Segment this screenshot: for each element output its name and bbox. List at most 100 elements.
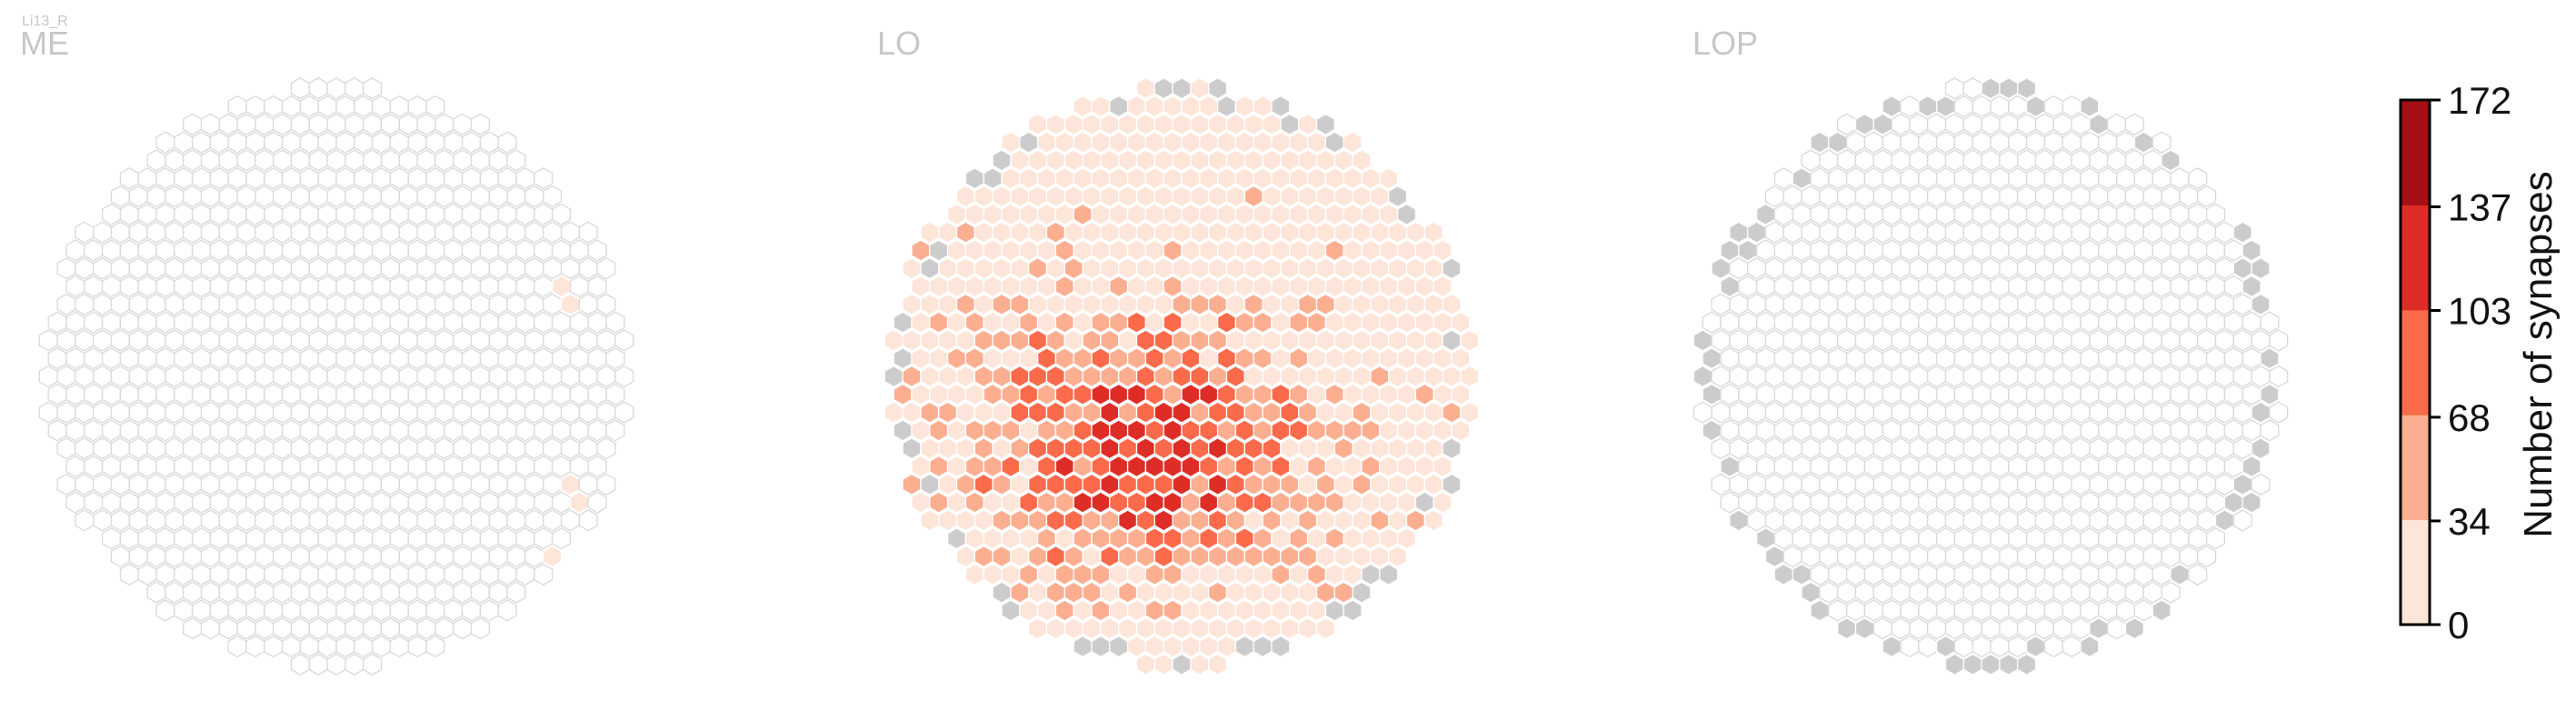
hex-column (2107, 545, 2127, 568)
hex-column (2223, 383, 2243, 406)
hex-column (453, 149, 473, 172)
hex-column (1999, 617, 2019, 640)
hex-column (1755, 203, 1776, 225)
hex-column (1289, 383, 1309, 406)
hex-column (2025, 527, 2046, 550)
hex-column (1262, 221, 1282, 244)
hex-column (497, 275, 517, 298)
hex-column (1190, 77, 1210, 100)
hex-column (1379, 527, 1399, 550)
hex-column (264, 239, 284, 262)
hex-column (1361, 383, 1381, 406)
hex-column (1872, 185, 1892, 208)
hex-column (1208, 293, 1228, 315)
hex-column (938, 401, 958, 424)
hex-column (299, 311, 319, 334)
hex-column (380, 581, 400, 604)
hex-column (128, 329, 148, 352)
hex-column (1764, 365, 1784, 388)
hex-column (1405, 401, 1425, 424)
hex-column (1370, 221, 1390, 244)
hex-column (1999, 365, 2019, 388)
hex-column (371, 275, 392, 298)
hex-column (119, 527, 139, 550)
hex-column (1692, 365, 1712, 388)
hex-column (1747, 293, 1767, 315)
hex-column (1953, 635, 1973, 658)
hex-column (543, 509, 563, 532)
hex-column (1045, 509, 1065, 532)
hex-column (1990, 635, 2010, 658)
hex-column (1216, 635, 1237, 658)
hex-column (1082, 473, 1102, 496)
hex-column (1135, 653, 1155, 676)
hex-column (119, 203, 139, 225)
hex-column (1082, 401, 1102, 424)
hex-column (165, 365, 185, 388)
hex-column (1845, 419, 1866, 442)
hex-column (1054, 239, 1074, 262)
hex-column (371, 347, 392, 370)
hex-column (1172, 617, 1192, 640)
hex-column (964, 347, 984, 370)
hex-column (308, 257, 328, 280)
hex-column (2062, 347, 2082, 370)
hex-column (75, 257, 95, 280)
hex-column (183, 509, 203, 532)
hex-column (578, 509, 598, 532)
hex-column (1163, 527, 1183, 550)
hex-column (479, 203, 499, 225)
hex-column (354, 347, 374, 370)
hex-column (506, 185, 526, 208)
hex-column (1306, 419, 1327, 442)
hex-column (497, 311, 517, 334)
hex-column (1909, 401, 1929, 424)
hex-column (1792, 455, 1812, 478)
hex-column (2179, 293, 2199, 315)
hex-column (1405, 509, 1425, 532)
hex-column (1153, 437, 1173, 460)
hex-column (1262, 401, 1282, 424)
hex-column (1144, 203, 1164, 225)
hex-column (1782, 257, 1802, 280)
hex-column (1909, 257, 1929, 280)
hex-column (534, 203, 554, 225)
hex-column (2251, 293, 2271, 315)
hex-column (380, 149, 400, 172)
hex-column (596, 401, 616, 424)
hex-column (363, 365, 383, 388)
hex-column (479, 383, 499, 406)
hex-column (1900, 131, 1920, 154)
hex-column (1909, 437, 1929, 460)
hex-column (1153, 329, 1173, 352)
hex-column (569, 383, 589, 406)
hex-column (1109, 419, 1129, 442)
hex-column (2043, 419, 2063, 442)
hex-column (470, 473, 490, 496)
hex-column (273, 437, 293, 460)
hex-column (1306, 239, 1327, 262)
hex-column (1028, 293, 1048, 315)
hex-column (1045, 437, 1065, 460)
hex-column (2025, 599, 2046, 622)
hex-column (326, 185, 346, 208)
hex-column (1900, 311, 1920, 334)
hex-column (1045, 293, 1065, 315)
hex-column (1810, 455, 1830, 478)
hex-column (2115, 275, 2136, 298)
hex-column (1234, 239, 1254, 262)
hex-column (578, 329, 598, 352)
hex-column (964, 491, 984, 514)
hex-column (614, 365, 634, 388)
hex-column (1819, 581, 1839, 604)
hex-column (434, 113, 454, 135)
hex-column (911, 419, 931, 442)
hex-column (273, 581, 293, 604)
hex-column (1298, 113, 1318, 135)
hex-column (1782, 401, 1802, 424)
hex-column (1010, 185, 1030, 208)
hex-column (2043, 95, 2063, 118)
hex-column (93, 437, 113, 460)
hex-column (2089, 365, 2109, 388)
hex-column (2179, 329, 2199, 352)
